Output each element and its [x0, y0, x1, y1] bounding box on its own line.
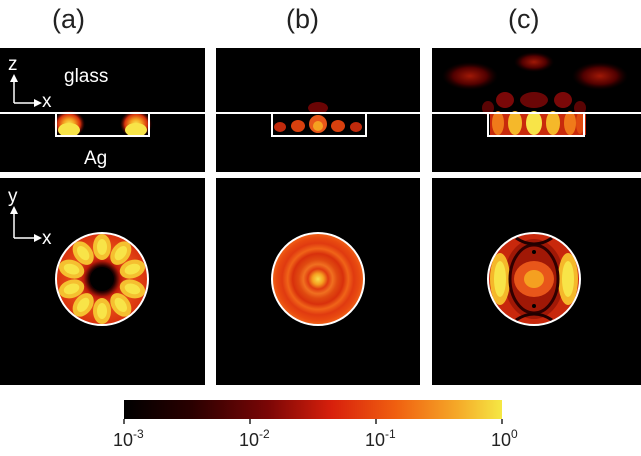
colorbar-tick-0: 10-3	[113, 427, 144, 450]
glass-label: glass	[64, 66, 108, 87]
colorbar-ticks	[123, 419, 503, 424]
colorbar-tick-3: 100	[491, 427, 518, 450]
axes-xy-icon	[10, 206, 42, 242]
axis-x-label-top: x	[42, 91, 52, 112]
ag-label: Ag	[84, 148, 107, 169]
panel-label-a: (a)	[52, 4, 85, 34]
axis-y-label: y	[8, 186, 18, 207]
panel-c-disk	[488, 233, 580, 325]
panel-c-lobes	[442, 52, 628, 135]
panel-b-lobes	[274, 102, 362, 133]
panel-b-disk	[272, 233, 364, 325]
panel-a-xz	[0, 48, 205, 172]
panel-label-c: (c)	[508, 4, 540, 34]
colorbar-tick-2: 10-1	[365, 427, 396, 450]
axis-z-label: z	[8, 54, 18, 75]
panel-label-b: (b)	[286, 4, 319, 34]
colorbar	[124, 400, 502, 419]
panel-a-disk	[56, 233, 148, 325]
colorbar-tick-1: 10-2	[239, 427, 270, 450]
axes-xz-icon	[10, 74, 42, 107]
axis-x-label-bottom: x	[42, 228, 52, 249]
